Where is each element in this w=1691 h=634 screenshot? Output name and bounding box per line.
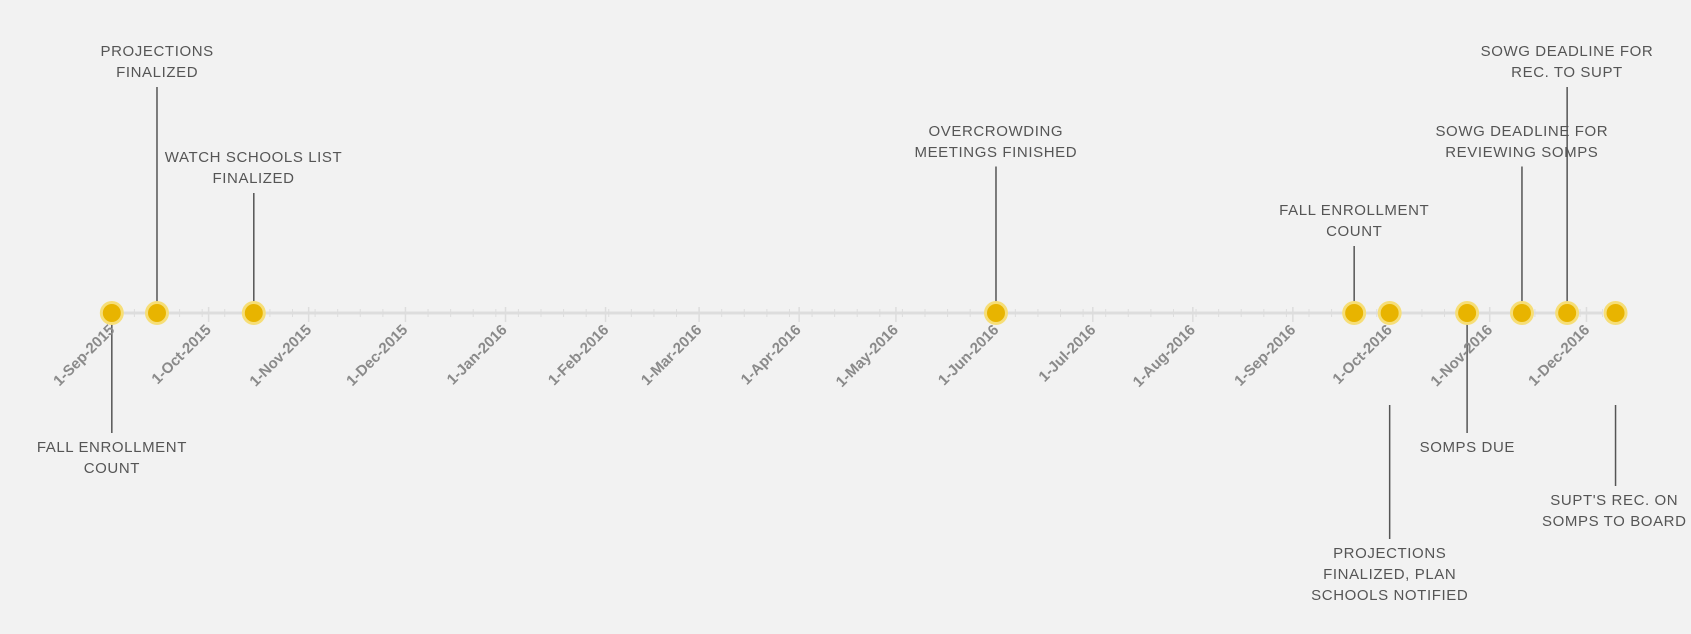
event-label: SUPT'S REC. ON SOMPS TO BOARD xyxy=(1542,492,1687,530)
event-marker xyxy=(1606,304,1625,322)
event-marker xyxy=(244,304,263,322)
event-marker xyxy=(1380,304,1399,322)
event-label: WATCH SCHOOLS LIST FINALIZED xyxy=(164,149,343,187)
event-label: SOWG DEADLINE FOR REC. TO SUPT xyxy=(1480,43,1654,81)
event-marker xyxy=(1558,304,1577,322)
stem-group xyxy=(111,87,1617,539)
marker-group xyxy=(99,301,1628,325)
event-marker xyxy=(1512,304,1531,322)
event-label: SOWG DEADLINE FOR REVIEWING SOMPS xyxy=(1435,122,1609,161)
event-marker xyxy=(1458,304,1477,322)
event-label: SOMPS DUE xyxy=(1419,439,1516,456)
event-marker xyxy=(102,304,121,322)
event-label: FALL ENROLLMENT COUNT xyxy=(1279,202,1430,240)
event-label: FALL ENROLLMENT COUNT xyxy=(36,439,187,477)
event-label: PROJECTIONS FINALIZED xyxy=(100,43,214,81)
event-marker xyxy=(147,304,166,322)
event-label: OVERCROWDING MEETINGS FINISHED xyxy=(914,122,1078,161)
minor-tick-group xyxy=(111,309,1604,317)
event-label: PROJECTIONS FINALIZED, PLAN SCHOOLS NOTI… xyxy=(1311,545,1469,604)
event-marker xyxy=(1345,304,1364,322)
event-marker xyxy=(986,304,1005,322)
